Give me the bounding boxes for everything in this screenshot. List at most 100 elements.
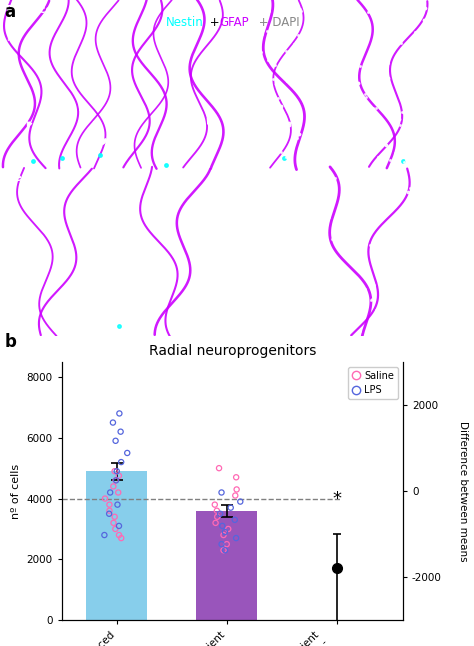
Point [213, 512, 221, 522]
Point [451, 23, 458, 33]
Point [262, 141, 270, 151]
Point [245, 197, 253, 207]
Point [266, 246, 274, 256]
Point [282, 56, 289, 66]
Point [382, 16, 390, 26]
Point [306, 79, 314, 90]
Point [424, 322, 432, 332]
Point [263, 114, 270, 124]
Point [450, 324, 458, 335]
Point [247, 99, 255, 109]
Point [311, 1, 319, 11]
Point [369, 295, 376, 305]
Point [351, 178, 358, 189]
Point [295, 227, 303, 237]
Point [413, 148, 421, 158]
Point [319, 90, 327, 100]
Point [106, 506, 113, 516]
Point [359, 289, 367, 299]
Point [408, 20, 416, 30]
Point [440, 128, 447, 138]
Point [326, 84, 334, 94]
Point [301, 95, 309, 105]
Point [227, 503, 235, 513]
Point [446, 211, 454, 222]
Point [275, 317, 283, 327]
Point [382, 251, 389, 261]
Point [244, 28, 251, 39]
Point [309, 8, 316, 18]
Point [270, 198, 277, 209]
Point [313, 107, 320, 117]
Point [225, 524, 232, 534]
Point [442, 90, 449, 100]
Point [317, 304, 325, 314]
Point [246, 33, 254, 43]
Point [354, 145, 362, 155]
Point [442, 14, 449, 25]
Point [321, 51, 328, 61]
Point [373, 31, 380, 41]
Point [316, 326, 323, 336]
Point [338, 119, 346, 129]
Point [295, 129, 303, 140]
Point [252, 141, 259, 152]
Point [281, 90, 288, 101]
Point [346, 148, 353, 158]
Point [274, 16, 282, 26]
Point [422, 143, 429, 153]
Point [301, 1, 309, 11]
Point [457, 32, 465, 42]
Bar [86, 471, 147, 620]
Point [355, 91, 362, 101]
Point [459, 38, 466, 48]
Point [215, 463, 223, 474]
Point [118, 533, 125, 543]
Point [389, 41, 396, 51]
Point [248, 116, 256, 126]
Point [450, 284, 457, 295]
Point [396, 232, 403, 242]
Point [255, 64, 263, 74]
Point [360, 260, 368, 270]
Point [265, 6, 273, 17]
Point [390, 114, 397, 124]
Title: Radial neuroprogenitors: Radial neuroprogenitors [148, 344, 316, 358]
Point [111, 466, 118, 476]
Point [449, 99, 457, 110]
Point [328, 233, 336, 244]
Point [211, 499, 219, 510]
Point [414, 78, 421, 89]
Point [220, 530, 228, 540]
Point [339, 194, 347, 204]
Point [431, 1, 439, 11]
Point [258, 21, 265, 32]
Point [246, 65, 254, 75]
Point [278, 265, 286, 275]
Point [246, 36, 254, 46]
Point [312, 97, 319, 107]
Point [329, 182, 337, 193]
Point [384, 73, 392, 83]
Point [427, 313, 435, 324]
Point [371, 280, 378, 290]
Point [408, 114, 416, 125]
Point [447, 266, 455, 276]
Point [443, 302, 450, 313]
Point [407, 101, 414, 112]
Point [389, 176, 396, 187]
Point [317, 39, 324, 50]
Point [322, 24, 330, 34]
Text: b: b [5, 333, 17, 351]
Point [273, 211, 280, 222]
Point [404, 146, 411, 156]
Point [273, 187, 281, 198]
Point [363, 86, 370, 96]
Point [281, 38, 288, 48]
Point [420, 15, 428, 25]
Point [259, 157, 267, 167]
Point [410, 131, 418, 141]
Point [420, 152, 428, 162]
Point [258, 28, 266, 39]
Point [310, 58, 317, 68]
